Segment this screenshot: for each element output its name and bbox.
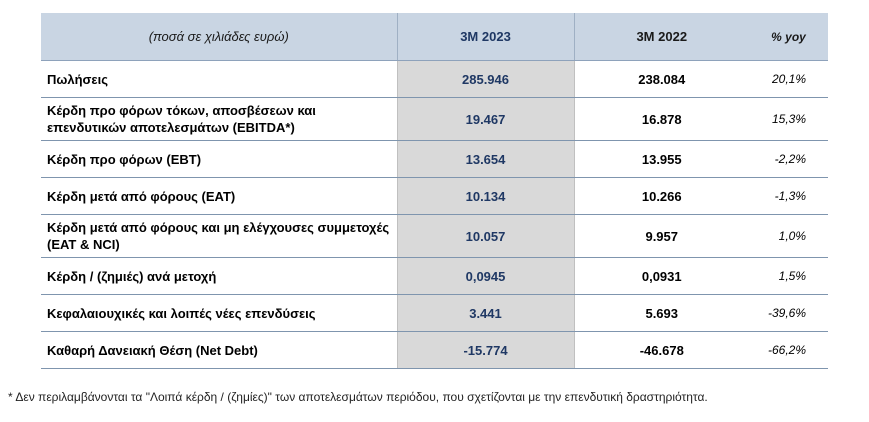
table-row: Κέρδη προ φόρων τόκων, αποσβέσεων και επ… <box>41 97 828 141</box>
value-2023: 10.134 <box>396 177 575 215</box>
value-2022: 13.955 <box>574 140 749 178</box>
row-label: Πωλήσεις <box>41 60 397 98</box>
row-label: Κέρδη προ φόρων (EBT) <box>41 140 397 178</box>
value-2022: -46.678 <box>574 331 749 369</box>
row-label: Κέρδη προ φόρων τόκων, αποσβέσεων και επ… <box>41 97 397 141</box>
value-yoy: 1,0% <box>749 214 828 258</box>
table-row: Κεφαλαιουχικές και λοιπές νέες επενδύσει… <box>41 294 828 332</box>
row-label: Κέρδη / (ζημιές) ανά μετοχή <box>41 257 397 295</box>
financial-table-container: (ποσά σε χιλιάδες ευρώ) 3M 2023 3M 2022 … <box>41 13 828 369</box>
row-label: Κέρδη μετά από φόρους (EAT) <box>41 177 397 215</box>
value-2023: 10.057 <box>396 214 575 258</box>
value-2023: -15.774 <box>396 331 575 369</box>
header-3m-2022: 3M 2022 <box>574 13 749 61</box>
table-row: Κέρδη μετά από φόρους και μη ελέγχουσες … <box>41 214 828 258</box>
value-2022: 0,0931 <box>574 257 749 295</box>
value-2022: 9.957 <box>574 214 749 258</box>
value-2023: 3.441 <box>396 294 575 332</box>
footnote: * Δεν περιλαμβάνονται τα "Λοιπά κέρδη / … <box>8 390 708 404</box>
value-2023: 285.946 <box>396 60 575 98</box>
value-2022: 16.878 <box>574 97 749 141</box>
table-row: Κέρδη μετά από φόρους (EAT) 10.134 10.26… <box>41 177 828 215</box>
table-row: Πωλήσεις 285.946 238.084 20,1% <box>41 60 828 98</box>
value-2023: 0,0945 <box>396 257 575 295</box>
value-yoy: 15,3% <box>749 97 828 141</box>
header-yoy: % yoy <box>749 13 828 61</box>
value-2022: 238.084 <box>574 60 749 98</box>
row-label: Κεφαλαιουχικές και λοιπές νέες επενδύσει… <box>41 294 397 332</box>
row-label: Κέρδη μετά από φόρους και μη ελέγχουσες … <box>41 214 397 258</box>
financial-results-table: (ποσά σε χιλιάδες ευρώ) 3M 2023 3M 2022 … <box>41 13 828 369</box>
value-yoy: 1,5% <box>749 257 828 295</box>
value-2022: 10.266 <box>574 177 749 215</box>
value-yoy: -39,6% <box>749 294 828 332</box>
value-2023: 13.654 <box>396 140 575 178</box>
table-row: Κέρδη / (ζημιές) ανά μετοχή 0,0945 0,093… <box>41 257 828 295</box>
value-yoy: -1,3% <box>749 177 828 215</box>
table-row: Καθαρή Δανειακή Θέση (Net Debt) -15.774 … <box>41 331 828 369</box>
value-2022: 5.693 <box>574 294 749 332</box>
header-3m-2023: 3M 2023 <box>396 13 575 61</box>
table-header-row: (ποσά σε χιλιάδες ευρώ) 3M 2023 3M 2022 … <box>41 13 828 61</box>
value-2023: 19.467 <box>396 97 575 141</box>
value-yoy: -2,2% <box>749 140 828 178</box>
header-units-label: (ποσά σε χιλιάδες ευρώ) <box>41 13 397 61</box>
row-label: Καθαρή Δανειακή Θέση (Net Debt) <box>41 331 397 369</box>
table-row: Κέρδη προ φόρων (EBT) 13.654 13.955 -2,2… <box>41 140 828 178</box>
value-yoy: -66,2% <box>749 331 828 369</box>
value-yoy: 20,1% <box>749 60 828 98</box>
